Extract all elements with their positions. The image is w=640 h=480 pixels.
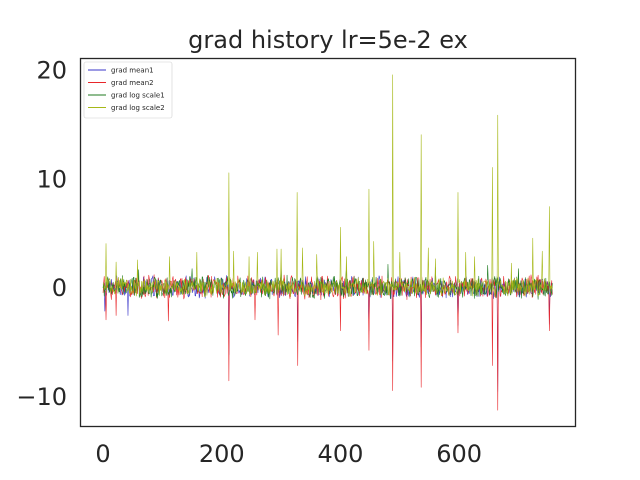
x-tick-label: 200 (199, 440, 245, 468)
legend-label: grad log scale1 (111, 92, 165, 100)
y-tick-label: 0 (52, 274, 67, 302)
x-axis: 0 200 400 600 (95, 440, 482, 468)
x-tick-label: 600 (436, 440, 482, 468)
y-axis: −10 0 10 20 (16, 56, 67, 411)
legend-label: grad log scale2 (111, 104, 165, 112)
series-line-4 (102, 74, 553, 298)
y-tick-label: 10 (36, 165, 67, 193)
legend-label: grad mean1 (111, 67, 154, 75)
chart-title: grad history lr=5e-2 ex (188, 26, 468, 54)
y-tick-label: 20 (36, 56, 67, 84)
x-tick-label: 400 (318, 440, 364, 468)
series-layer (102, 74, 553, 411)
y-tick-label: −10 (16, 383, 67, 411)
x-tick-label: 0 (95, 440, 110, 468)
legend-label: grad mean2 (111, 79, 154, 87)
plot-frame (79, 57, 577, 428)
legend-box (83, 61, 173, 119)
legend: grad mean1 grad mean2 grad log scale1 grad … (83, 61, 173, 119)
